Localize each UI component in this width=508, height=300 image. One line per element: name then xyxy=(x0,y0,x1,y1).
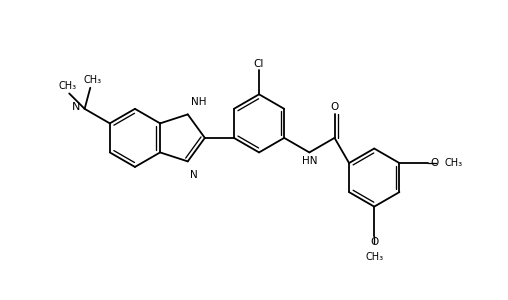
Text: N: N xyxy=(72,102,80,112)
Text: O: O xyxy=(430,158,438,168)
Text: Cl: Cl xyxy=(254,59,264,69)
Text: CH₃: CH₃ xyxy=(365,252,383,262)
Text: N: N xyxy=(190,170,198,180)
Text: HN: HN xyxy=(302,156,317,166)
Text: NH: NH xyxy=(191,97,206,107)
Text: CH₃: CH₃ xyxy=(83,75,102,85)
Text: CH₃: CH₃ xyxy=(58,81,76,91)
Text: CH₃: CH₃ xyxy=(444,158,463,168)
Text: O: O xyxy=(370,237,378,247)
Text: O: O xyxy=(330,102,339,112)
